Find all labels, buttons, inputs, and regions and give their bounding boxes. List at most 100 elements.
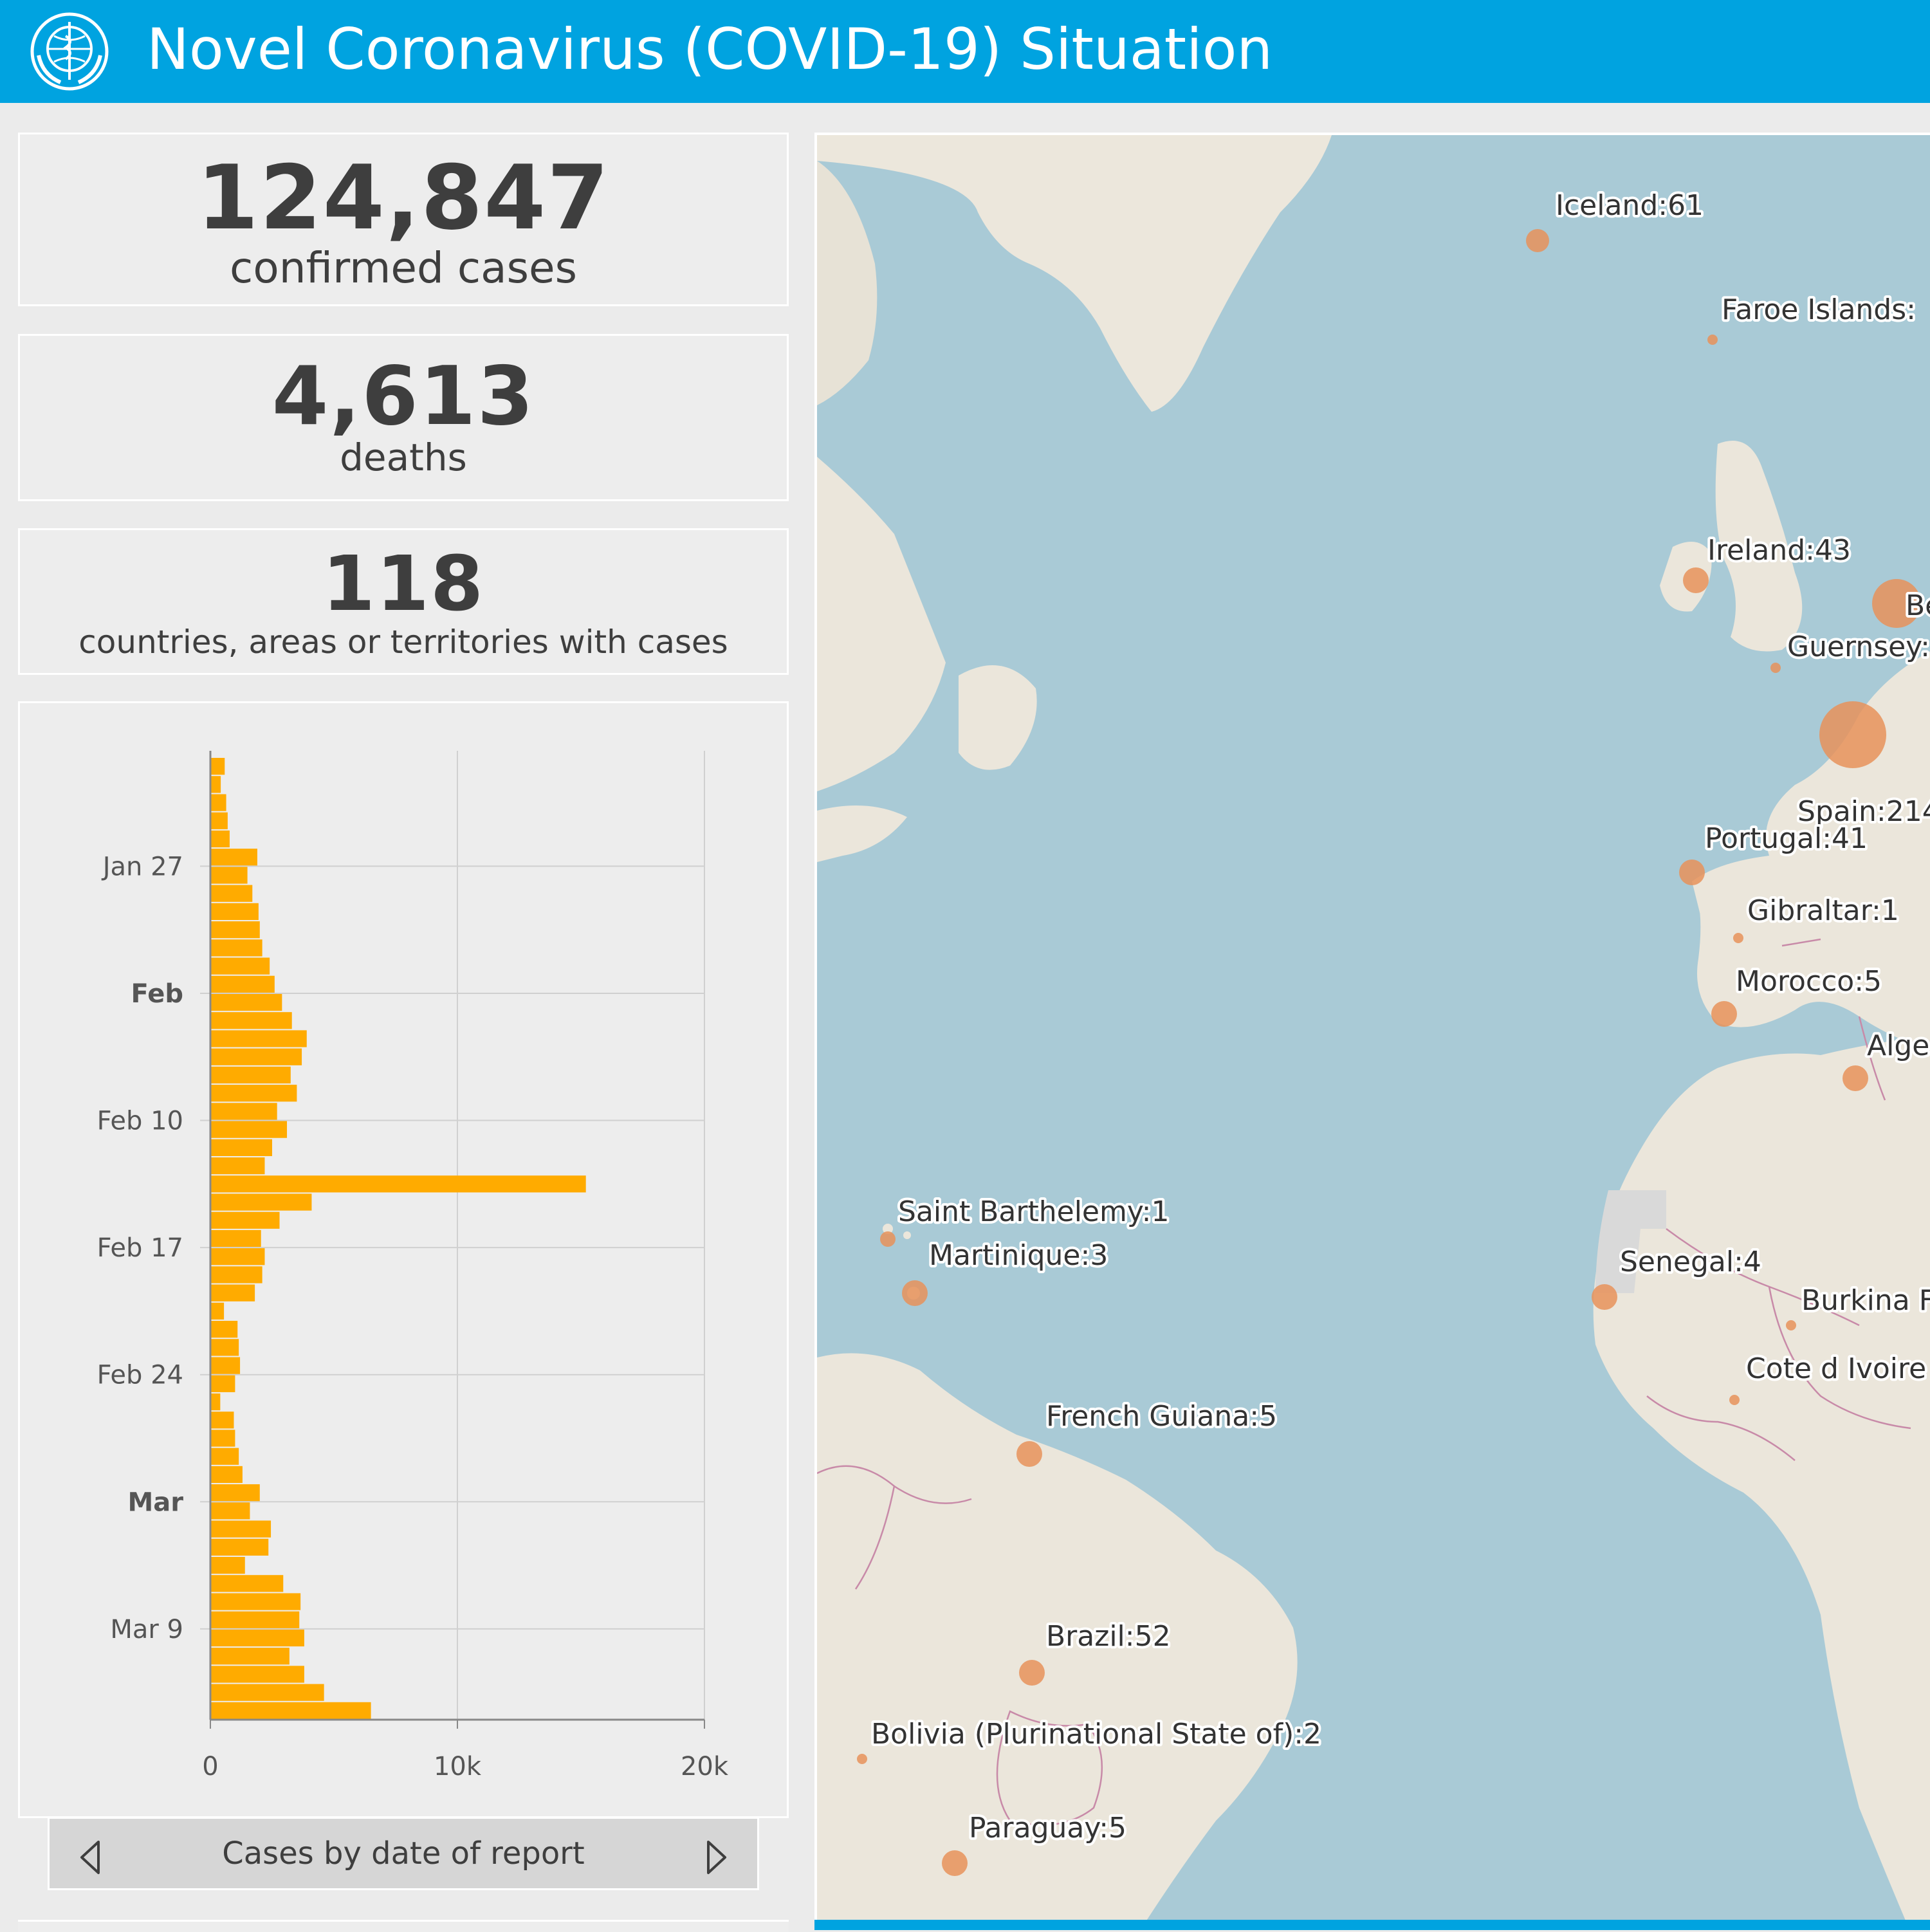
landmass-newfoundland [959, 665, 1037, 770]
bar-40[interactable] [210, 1484, 260, 1502]
next-panel-edge [18, 1920, 789, 1932]
case-bubble[interactable] [942, 1850, 968, 1876]
bar-4[interactable] [210, 830, 230, 848]
case-bubble[interactable] [1592, 1284, 1617, 1310]
landmass-nova-scotia [817, 805, 907, 862]
map-country-label: Bolivia (Plurinational State of):2 [871, 1718, 1321, 1751]
case-bubble[interactable] [857, 1754, 867, 1764]
case-bubble[interactable] [1786, 1320, 1796, 1330]
case-bubble[interactable] [902, 1280, 928, 1306]
bar-39[interactable] [210, 1466, 243, 1484]
bar-15[interactable] [210, 1030, 307, 1047]
bar-33[interactable] [210, 1357, 241, 1374]
y-tick-label: Feb [131, 979, 183, 1009]
bar-13[interactable] [210, 993, 282, 1011]
bar-23[interactable] [210, 1175, 586, 1193]
bar-18[interactable] [210, 1085, 297, 1102]
case-bubble[interactable] [1016, 1441, 1042, 1467]
deaths-panel: 4,613 deaths [18, 334, 789, 501]
map-canvas[interactable]: Iceland:61 Faroe Islands: Ireland:43 Be Guer… [817, 135, 1930, 1930]
case-bubble[interactable] [1733, 933, 1743, 943]
landmass-south-america [817, 1353, 1298, 1930]
bar-14[interactable] [210, 1012, 292, 1029]
bar-19[interactable] [210, 1103, 277, 1120]
bar-49[interactable] [210, 1648, 290, 1665]
bar-27[interactable] [210, 1248, 265, 1265]
bar-52[interactable] [210, 1702, 371, 1719]
case-bubble[interactable] [1843, 1065, 1868, 1091]
bar-35[interactable] [210, 1393, 221, 1411]
bar-38[interactable] [210, 1448, 239, 1465]
bar-34[interactable] [210, 1375, 235, 1392]
case-bubble[interactable] [1019, 1660, 1045, 1686]
case-bubble[interactable] [1872, 579, 1921, 628]
bar-6[interactable] [210, 867, 248, 884]
bar-44[interactable] [210, 1556, 245, 1574]
bar-24[interactable] [210, 1193, 312, 1211]
bar-30[interactable] [210, 1302, 225, 1320]
countries-value: 118 [322, 539, 485, 628]
case-bubble[interactable] [1819, 701, 1886, 768]
who-emblem-icon [30, 12, 109, 91]
bar-16[interactable] [210, 1048, 302, 1065]
y-tick-label: Feb 17 [97, 1233, 183, 1263]
bar-12[interactable] [210, 975, 275, 993]
bar-29[interactable] [210, 1284, 255, 1302]
bar-26[interactable] [210, 1229, 261, 1247]
cases-map[interactable]: Iceland:61 Faroe Islands: Ireland:43 Be Guer… [814, 133, 1930, 1930]
map-country-label: Burkina F [1801, 1284, 1930, 1317]
chevron-left-icon[interactable] [74, 1838, 106, 1877]
case-bubble[interactable] [1711, 1001, 1737, 1027]
case-bubble[interactable] [1526, 229, 1549, 252]
bar-17[interactable] [210, 1066, 291, 1084]
landmass-western-sahara [1595, 1190, 1666, 1293]
x-tick-label: 10k [434, 1752, 482, 1781]
bar-1[interactable] [210, 776, 221, 793]
map-country-label: Portugal:41 [1705, 822, 1868, 855]
chevron-right-icon[interactable] [701, 1838, 733, 1877]
bar-7[interactable] [210, 885, 253, 902]
bar-25[interactable] [210, 1211, 280, 1229]
confirmed-cases-label: confirmed cases [230, 243, 577, 293]
bar-51[interactable] [210, 1684, 324, 1701]
bar-36[interactable] [210, 1412, 234, 1429]
countries-label: countries, areas or territories with cas… [78, 623, 728, 661]
map-country-label: Gibraltar:1 [1747, 894, 1899, 927]
bar-43[interactable] [210, 1538, 269, 1556]
bar-11[interactable] [210, 957, 270, 975]
case-bubble[interactable] [1770, 663, 1781, 673]
bar-3[interactable] [210, 812, 228, 829]
case-bubble[interactable] [1679, 860, 1705, 885]
bar-42[interactable] [210, 1520, 271, 1538]
map-footer-bar [814, 1920, 1930, 1930]
bar-8[interactable] [210, 903, 259, 921]
bar-48[interactable] [210, 1629, 304, 1647]
bar-9[interactable] [210, 921, 260, 939]
chart-pager: Cases by date of report [48, 1817, 759, 1890]
bar-20[interactable] [210, 1121, 288, 1138]
bar-46[interactable] [210, 1593, 301, 1610]
bar-45[interactable] [210, 1575, 284, 1592]
map-country-label: Guernsey: [1787, 630, 1930, 663]
case-bubble[interactable] [1707, 335, 1718, 345]
bar-32[interactable] [210, 1339, 239, 1356]
bar-5[interactable] [210, 849, 257, 866]
bar-47[interactable] [210, 1611, 300, 1628]
header-bar: Novel Coronavirus (COVID-19) Situation [0, 0, 1930, 103]
y-tick-label: Feb 10 [97, 1107, 183, 1136]
bar-10[interactable] [210, 939, 262, 957]
case-bubble[interactable] [880, 1231, 896, 1247]
bar-0[interactable] [210, 758, 225, 775]
bar-31[interactable] [210, 1321, 238, 1338]
bar-21[interactable] [210, 1139, 272, 1156]
case-bubble[interactable] [1729, 1395, 1740, 1405]
bar-28[interactable] [210, 1266, 262, 1283]
case-bubble[interactable] [1683, 567, 1709, 593]
bar-41[interactable] [210, 1502, 250, 1520]
y-tick-label: Mar 9 [110, 1615, 183, 1644]
bar-2[interactable] [210, 794, 226, 811]
bar-37[interactable] [210, 1430, 235, 1447]
bar-22[interactable] [210, 1157, 265, 1175]
bar-50[interactable] [210, 1666, 304, 1683]
page-title: Novel Coronavirus (COVID-19) Situation [147, 16, 1273, 82]
